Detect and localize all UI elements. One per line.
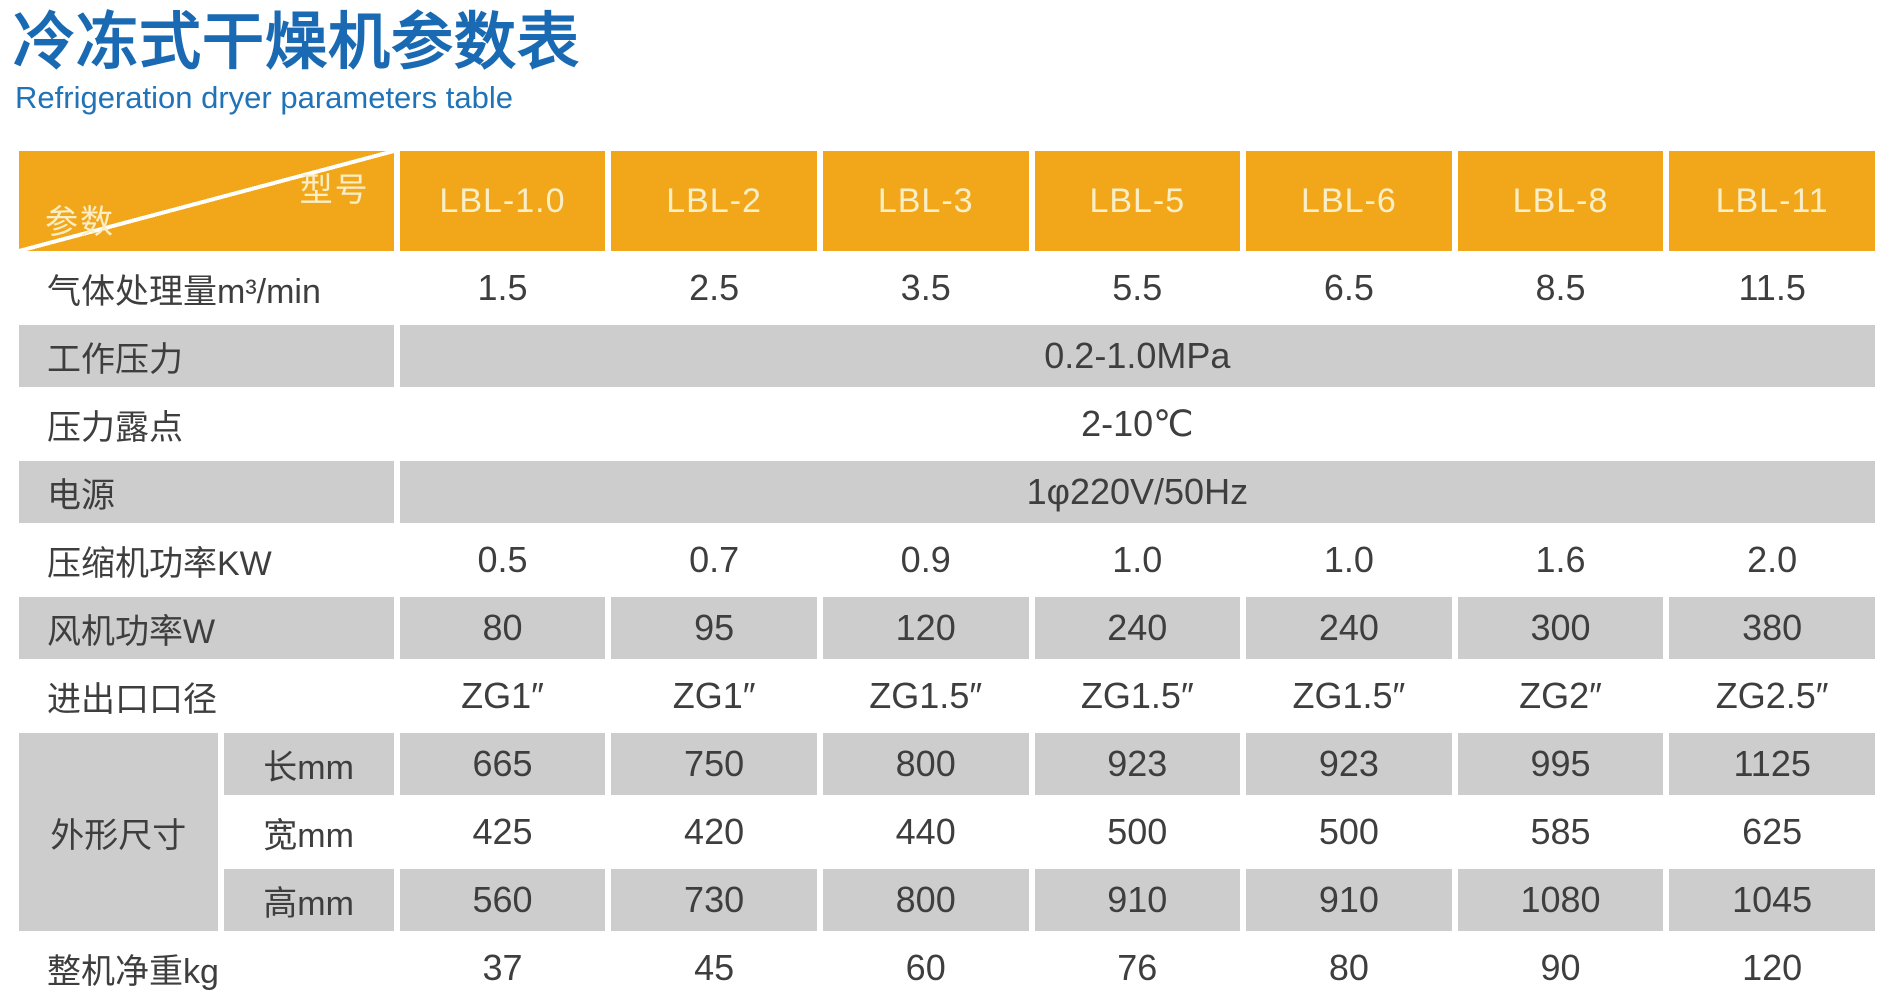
value-cell: 1080	[1457, 869, 1664, 932]
value-cell: 45	[694, 947, 735, 989]
row-label: 压缩机功率KW	[47, 544, 272, 583]
value-cell: 750	[611, 733, 817, 796]
value-cell: 6.5	[1323, 267, 1374, 309]
value-cell: 300	[1457, 597, 1664, 660]
value-cell: 0.5	[477, 539, 528, 581]
row-fan-power: 风机功率W 80 95 120 240 240 300 380	[19, 597, 1875, 660]
model-header-cell: LBL-3	[822, 151, 1029, 252]
value-cell: 500	[1107, 811, 1168, 853]
row-label: 进出口口径	[47, 680, 217, 719]
value-cell: 2.0	[1747, 539, 1798, 581]
value-cell: 1.5	[477, 267, 528, 309]
value-cell: 1045	[1669, 869, 1875, 932]
value-cell: ZG1.5″	[1292, 675, 1406, 717]
value-cell: 2.5	[689, 267, 740, 309]
value-cell: ZG1.5″	[869, 675, 983, 717]
value-cell: ZG2.5″	[1715, 675, 1829, 717]
row-port-size: 进出口口径 ZG1″ ZG1″ ZG1.5″ ZG1.5″ ZG1.5″ ZG2…	[19, 665, 1875, 727]
value-cell: 730	[611, 869, 817, 932]
value-cell: 8.5	[1535, 267, 1586, 309]
sub-row-label: 长mm	[223, 733, 394, 796]
value-cell: 585	[1530, 811, 1591, 853]
dimensions-group-label: 外形尺寸	[19, 733, 218, 932]
row-dimension-width: 宽mm 425 420 440 500 500 585 625	[19, 801, 1875, 863]
value-cell: 80	[1328, 947, 1369, 989]
model-header-cell: LBL-1.0	[399, 151, 606, 252]
value-cell: 120	[1742, 947, 1803, 989]
sub-row-label: 宽mm	[263, 816, 354, 855]
page-subtitle: Refrigeration dryer parameters table	[15, 80, 513, 116]
row-working-pressure: 工作压力 0.2-1.0MPa	[19, 325, 1875, 388]
value-cell: 425	[472, 811, 533, 853]
value-cell: 560	[399, 869, 606, 932]
value-cell: 0.9	[900, 539, 951, 581]
model-header-cell: LBL-6	[1246, 151, 1452, 252]
row-label: 工作压力	[19, 325, 394, 388]
value-cell: 923	[1246, 733, 1452, 796]
row-dimension-height: 高mm 560 730 800 910 910 1080 1045	[19, 869, 1875, 932]
row-net-weight: 整机净重kg 37 45 60 76 80 90 120	[19, 937, 1875, 992]
sub-row-label: 高mm	[223, 869, 394, 932]
value-cell: 995	[1457, 733, 1664, 796]
corner-label-parameter: 参数	[45, 203, 115, 241]
row-label: 整机净重kg	[47, 952, 219, 991]
value-cell: 240	[1034, 597, 1241, 660]
value-cell: 3.5	[900, 267, 951, 309]
row-label: 气体处理量m³/min	[47, 272, 321, 311]
value-cell: 420	[684, 811, 745, 853]
value-cell: 910	[1034, 869, 1241, 932]
value-cell: ZG1″	[672, 675, 756, 717]
value-cell: 380	[1669, 597, 1875, 660]
model-header-cell: LBL-11	[1669, 151, 1875, 252]
value-cell: 625	[1742, 811, 1803, 853]
row-label: 电源	[19, 461, 394, 524]
value-cell: ZG2″	[1519, 675, 1602, 717]
value-cell: 665	[399, 733, 606, 796]
value-cell: 11.5	[1738, 267, 1806, 309]
row-air-capacity: 气体处理量m³/min 1.5 2.5 3.5 5.5 6.5 8.5 11.5	[19, 257, 1875, 319]
value-cell: 37	[482, 947, 523, 989]
row-power-supply: 电源 1φ220V/50Hz	[19, 461, 1875, 524]
merged-value-cell: 1φ220V/50Hz	[399, 461, 1875, 524]
value-cell: 800	[822, 733, 1029, 796]
value-cell: 1125	[1669, 733, 1875, 796]
merged-value-cell: 2-10℃	[1081, 403, 1194, 445]
model-header-cell: LBL-8	[1457, 151, 1664, 252]
value-cell: 95	[611, 597, 817, 660]
value-cell: 76	[1117, 947, 1158, 989]
value-cell: 1.6	[1535, 539, 1586, 581]
value-cell: 440	[895, 811, 956, 853]
value-cell: ZG1.5″	[1080, 675, 1194, 717]
row-compressor-power: 压缩机功率KW 0.5 0.7 0.9 1.0 1.0 1.6 2.0	[19, 529, 1875, 591]
row-pressure-dew-point: 压力露点 2-10℃	[19, 393, 1875, 455]
page-title: 冷冻式干燥机参数表	[13, 8, 581, 77]
value-cell: 1.0	[1323, 539, 1374, 581]
value-cell: 90	[1540, 947, 1581, 989]
value-cell: 1.0	[1112, 539, 1163, 581]
value-cell: 240	[1246, 597, 1452, 660]
row-label: 压力露点	[47, 408, 183, 447]
corner-header-cell: 型号 参数	[19, 151, 394, 252]
value-cell: ZG1″	[461, 675, 544, 717]
value-cell: 800	[822, 869, 1029, 932]
corner-label-model: 型号	[299, 171, 370, 209]
value-cell: 80	[399, 597, 606, 660]
value-cell: 923	[1034, 733, 1241, 796]
value-cell: 60	[905, 947, 946, 989]
merged-value-cell: 0.2-1.0MPa	[399, 325, 1875, 388]
parameters-table: 型号 参数 LBL-1.0 LBL-2 LBL-3 LBL-5 LBL-6 LB…	[13, 145, 1881, 992]
table-header-row: 型号 参数 LBL-1.0 LBL-2 LBL-3 LBL-5 LBL-6 LB…	[19, 151, 1875, 252]
value-cell: 500	[1318, 811, 1379, 853]
model-header-cell: LBL-5	[1034, 151, 1241, 252]
value-cell: 0.7	[689, 539, 740, 581]
value-cell: 120	[822, 597, 1029, 660]
row-label: 风机功率W	[19, 597, 394, 660]
value-cell: 910	[1246, 869, 1452, 932]
value-cell: 5.5	[1112, 267, 1163, 309]
model-header-cell: LBL-2	[611, 151, 817, 252]
row-dimension-length: 外形尺寸 长mm 665 750 800 923 923 995 1125	[19, 733, 1875, 932]
